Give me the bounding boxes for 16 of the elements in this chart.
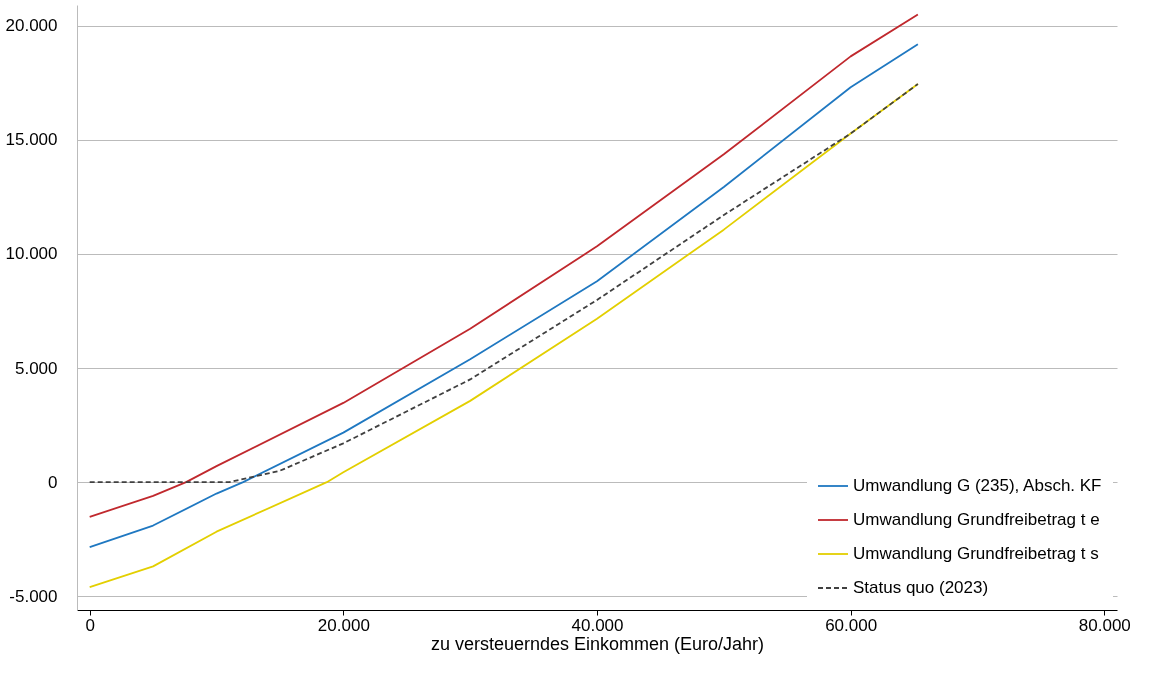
x-tick-label: 20.000: [317, 615, 370, 635]
x-tick-label: 0: [85, 615, 95, 635]
y-tick-label: 20.000: [5, 16, 58, 36]
y-tick-label: -5.000: [9, 586, 58, 606]
y-tick-label: 15.000: [5, 130, 58, 150]
legend-label: Umwandlung Grundfreibetrag t e: [853, 510, 1100, 529]
x-tick-label: 40.000: [571, 615, 624, 635]
x-axis-title: zu versteuerndes Einkommen (Euro/Jahr): [430, 633, 765, 654]
y-tick-label: 10.000: [5, 244, 58, 264]
legend-label: Umwandlung G (235), Absch. KF: [853, 476, 1102, 495]
y-tick-label: 5.000: [14, 358, 58, 378]
legend-label: Status quo (2023): [853, 578, 989, 597]
legend-label: Umwandlung Grundfreibetrag t s: [853, 544, 1099, 563]
x-tick-label: 80.000: [1078, 615, 1131, 635]
y-tick-label: 0: [48, 472, 58, 492]
x-tick-label: 60.000: [825, 615, 878, 635]
